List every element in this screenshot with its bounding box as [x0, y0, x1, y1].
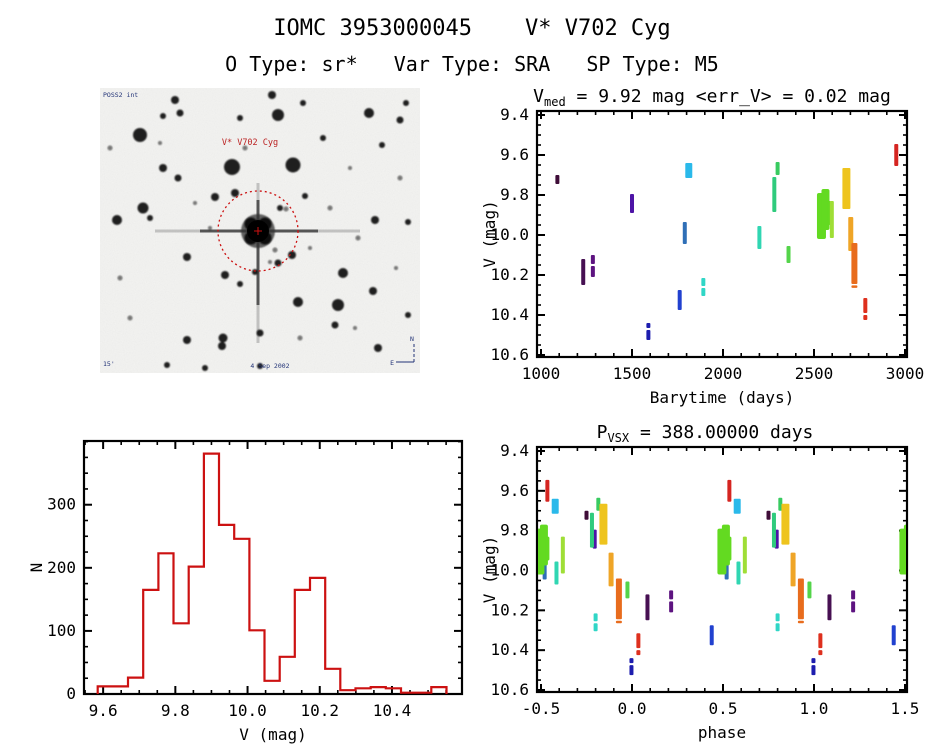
svg-text:10.4: 10.4: [490, 305, 529, 324]
svg-text:1.5: 1.5: [891, 699, 920, 718]
target-label: V* V702 Cyg: [222, 138, 278, 148]
svg-text:10.0: 10.0: [490, 560, 529, 579]
axes: -0.5 0.0 0.5 1.0 1.5 9.4 9.6 9.8 10.0 10.2 10.4 10.…: [480, 441, 919, 742]
svg-text:V (mag): V (mag): [480, 200, 499, 267]
plot-title: PVSX = 388.00000 days: [597, 422, 814, 445]
svg-text:10.2: 10.2: [490, 265, 529, 284]
svg-text:9.4: 9.4: [500, 441, 529, 460]
svg-text:phase: phase: [698, 723, 746, 742]
histogram-plot: 9.6 9.8 10.0 10.2 10.4 0 100 200 300 V (mag) N: [27, 439, 464, 744]
svg-text:0.0: 0.0: [618, 699, 647, 718]
phase-plot: -0.5 0.0 0.5 1.0 1.5 9.4 9.6 9.8 10.0 10.2 10.4 10.…: [480, 422, 919, 742]
svg-text:3000: 3000: [886, 364, 925, 383]
svg-text:Barytime (days): Barytime (days): [650, 388, 795, 407]
svg-text:V (mag): V (mag): [480, 536, 499, 603]
compass: NE: [390, 335, 415, 367]
svg-text:1500: 1500: [613, 364, 652, 383]
date-label: 4 Sep 2002: [250, 362, 289, 370]
phase-data-points: [538, 479, 906, 676]
svg-text:10.4: 10.4: [373, 701, 412, 720]
svg-text:0.5: 0.5: [709, 699, 738, 718]
svg-text:9.8: 9.8: [500, 185, 529, 204]
svg-text:10.2: 10.2: [300, 701, 339, 720]
svg-text:0: 0: [66, 684, 76, 703]
svg-text:100: 100: [47, 621, 76, 640]
svg-text:9.8: 9.8: [500, 521, 529, 540]
svg-text:10.6: 10.6: [490, 345, 529, 364]
svg-text:1.0: 1.0: [800, 699, 829, 718]
svg-text:9.6: 9.6: [500, 481, 529, 500]
field-stars: [107, 91, 411, 371]
svg-text:300: 300: [47, 495, 76, 514]
svg-text:10.0: 10.0: [228, 701, 267, 720]
survey-label: POSS2 int: [103, 91, 138, 99]
svg-text:2000: 2000: [704, 364, 743, 383]
svg-text:200: 200: [47, 558, 76, 577]
page-title: IOMC 3953000045 V* V702 Cyg: [273, 16, 671, 41]
svg-text:2500: 2500: [795, 364, 834, 383]
svg-text:N: N: [410, 335, 414, 343]
svg-text:9.6: 9.6: [89, 701, 118, 720]
time-data-points: [555, 144, 899, 340]
aperture-circle: [217, 190, 299, 272]
svg-text:10.2: 10.2: [490, 600, 529, 619]
svg-text:E: E: [390, 359, 394, 367]
svg-text:9.4: 9.4: [500, 105, 529, 124]
svg-text:10.4: 10.4: [490, 640, 529, 659]
scale-label: 15': [103, 360, 115, 368]
svg-text:9.6: 9.6: [500, 145, 529, 164]
axes: 9.6 9.8 10.0 10.2 10.4 0 100 200 300 V (mag) N: [27, 439, 464, 744]
svg-text:N: N: [27, 563, 46, 573]
svg-text:9.8: 9.8: [161, 701, 190, 720]
axes: 1000 1500 2000 2500 3000 9.4 9.6 9.8 10.0 10.2 10.…: [480, 105, 924, 407]
svg-text:-0.5: -0.5: [522, 699, 561, 718]
svg-text:10.0: 10.0: [490, 225, 529, 244]
svg-text:1000: 1000: [522, 364, 561, 383]
svg-text:10.6: 10.6: [490, 680, 529, 699]
svg-text:V (mag): V (mag): [239, 725, 306, 744]
timeseries-plot: 1000 1500 2000 2500 3000 9.4 9.6 9.8 10.0 10.2 10.…: [480, 86, 924, 407]
histogram-outline: [96, 452, 448, 694]
page-subtitle: O Type: sr* Var Type: SRA SP Type: M5: [225, 52, 719, 76]
plot-title: Vmed = 9.92 mag <err_V> = 0.02 mag: [533, 86, 891, 109]
